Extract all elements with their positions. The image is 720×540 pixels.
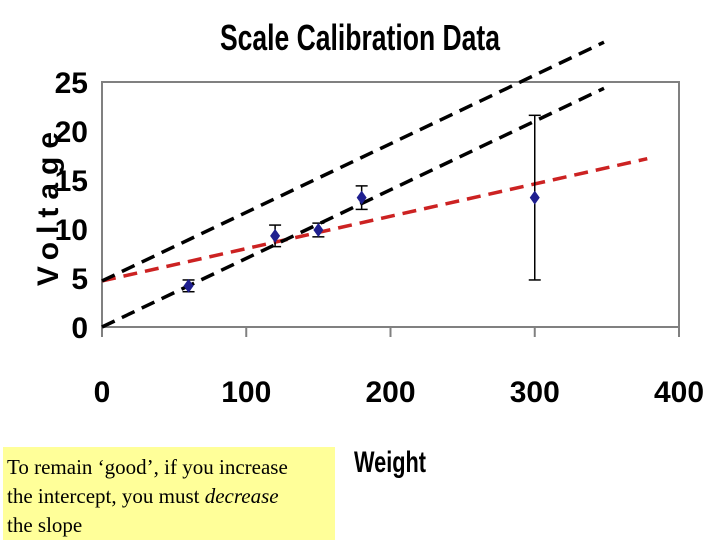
data-point-marker [183, 278, 194, 293]
data-point-marker [356, 190, 367, 205]
chart-title: Scale Calibration Data [220, 17, 501, 58]
note-line-2: the intercept, you must [7, 484, 205, 508]
data-points [182, 114, 541, 293]
x-tick-label: 400 [654, 376, 704, 409]
y-tick-label: 5 [71, 263, 88, 296]
x-tick-label: 100 [221, 376, 271, 409]
x-axis-ticks: 0 100 200 300 400 [94, 327, 704, 409]
data-point-marker [313, 222, 324, 237]
plot-area [101, 81, 680, 328]
fit-line-black-upper [101, 40, 605, 283]
y-axis-ticks: 0 5 10 15 20 25 [55, 67, 88, 345]
x-tick-label: 300 [510, 376, 560, 409]
fit-line-red [101, 156, 648, 283]
note-line-3: the slope [7, 513, 83, 537]
y-axis-label: Voltage [32, 124, 65, 286]
note-emphasis: decrease [204, 484, 279, 508]
x-tick-label: 0 [94, 376, 111, 409]
y-tick-label: 15 [55, 165, 88, 198]
y-tick-label: 25 [55, 67, 88, 100]
y-tick-label: 20 [55, 116, 88, 149]
note-line-1: To remain ‘good’, if you increase [7, 455, 288, 479]
explanation-note: To remain ‘good’, if you increase the in… [3, 447, 335, 540]
data-point-marker [270, 228, 281, 243]
x-tick-label: 200 [365, 376, 415, 409]
x-axis-label: Weight [354, 446, 426, 479]
y-tick-label: 0 [71, 312, 88, 345]
data-point-marker [529, 190, 540, 205]
y-tick-label: 10 [55, 214, 88, 247]
